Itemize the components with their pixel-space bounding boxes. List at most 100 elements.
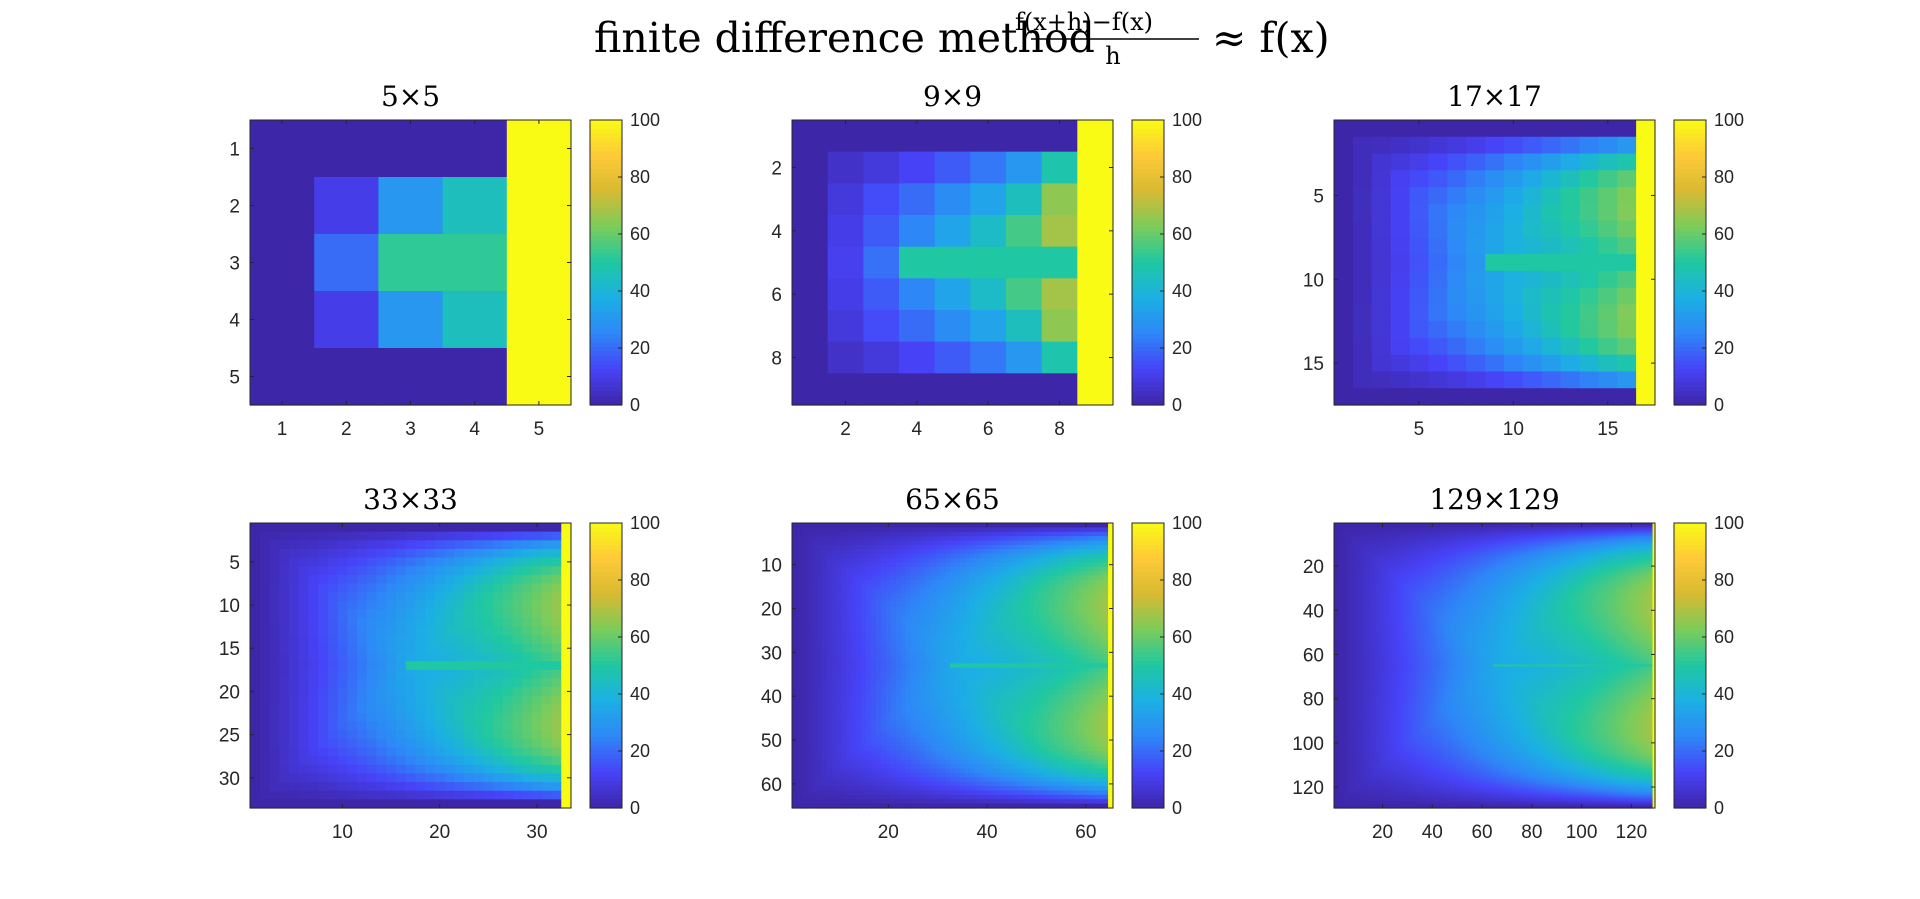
- heatmap-cell: [915, 623, 921, 629]
- heatmap-cell: [1004, 615, 1010, 621]
- heatmap-cell: [1068, 588, 1075, 594]
- heatmap-cell: [1093, 632, 1099, 638]
- heatmap-cell: [959, 571, 966, 577]
- heatmap-cell: [1033, 593, 1040, 599]
- heatmap-cell: [288, 782, 300, 792]
- heatmap-cell: [861, 536, 867, 542]
- heatmap-cell: [1068, 549, 1075, 555]
- heatmap-cell: [1043, 637, 1050, 642]
- heatmap-cell: [405, 609, 416, 619]
- heatmap-cell: [1617, 136, 1637, 155]
- heatmap-cell: [915, 637, 921, 642]
- heatmap-cell: [1014, 628, 1020, 634]
- heatmap-cell: [1541, 254, 1562, 272]
- heatmap-cell: [522, 695, 533, 705]
- heatmap-cell: [347, 713, 358, 723]
- heatmap-cell: [880, 553, 887, 559]
- colorbar-segment: [590, 311, 622, 317]
- heatmap-cell: [851, 571, 857, 577]
- heatmap-cell: [861, 685, 867, 691]
- heatmap-cell: [836, 553, 842, 559]
- heatmap-cell: [945, 689, 951, 695]
- heatmap-cell: [863, 278, 900, 311]
- heatmap-cell: [866, 676, 872, 682]
- heatmap-cell: [826, 601, 833, 607]
- heatmap-cell: [1485, 136, 1505, 155]
- heatmap-cell: [1088, 715, 1094, 721]
- heatmap-cell: [1409, 354, 1430, 373]
- heatmap-cell: [895, 645, 902, 651]
- heatmap-cell: [1033, 615, 1040, 621]
- heatmap-cell: [269, 730, 280, 740]
- heatmap-cell: [1038, 610, 1045, 616]
- heatmap-cell: [512, 721, 523, 731]
- heatmap-cell: [836, 606, 842, 612]
- heatmap-cell: [532, 574, 543, 585]
- heatmap-cell: [915, 544, 921, 550]
- heatmap-cell: [288, 738, 300, 749]
- heatmap-cell: [984, 531, 991, 537]
- heatmap-cell: [826, 702, 833, 708]
- heatmap-cell: [900, 553, 907, 559]
- heatmap-cell: [979, 711, 986, 717]
- heatmap-cell: [1447, 187, 1467, 205]
- heatmap-cell: [493, 600, 504, 610]
- heatmap-cell: [1093, 641, 1099, 647]
- heatmap-cell: [1108, 685, 1114, 691]
- heatmap-cell: [1033, 689, 1040, 695]
- heatmap-cell: [821, 724, 828, 730]
- heatmap-cell: [415, 782, 426, 792]
- heatmap-cell: [846, 641, 852, 647]
- heatmap-cell: [337, 773, 348, 783]
- heatmap-cell: [1063, 562, 1070, 568]
- colorbar-segment: [1674, 217, 1706, 224]
- heatmap-cell: [816, 540, 823, 546]
- heatmap-cell: [1063, 558, 1070, 564]
- heatmap-cell: [1053, 615, 1060, 621]
- heatmap-cell: [522, 583, 533, 593]
- heatmap-cell: [1014, 619, 1020, 625]
- heatmap-cell: [337, 799, 348, 809]
- heatmap-cell: [920, 720, 926, 726]
- heatmap-cell: [1093, 523, 1099, 528]
- heatmap-cell: [871, 606, 877, 612]
- heatmap-cell: [376, 661, 387, 671]
- heatmap-cell: [279, 669, 290, 680]
- heatmap-cell: [1068, 650, 1075, 656]
- heatmap-cell: [318, 652, 329, 662]
- heatmap-cell: [866, 628, 872, 634]
- heatmap-cell: [885, 575, 892, 581]
- heatmap-cell: [1077, 215, 1114, 248]
- heatmap-cell: [1371, 388, 1392, 406]
- heatmap-cell: [415, 721, 426, 731]
- heatmap-cell: [434, 756, 446, 766]
- heatmap-cell: [366, 790, 378, 800]
- heatmap-cell: [1098, 632, 1104, 638]
- heatmap-cell: [826, 597, 833, 603]
- heatmap-cell: [930, 531, 936, 537]
- heatmap-cell: [522, 635, 533, 645]
- heatmap-cell: [831, 623, 838, 629]
- heatmap-cell: [1088, 637, 1094, 642]
- heatmap-cell: [337, 557, 348, 567]
- heatmap-cell: [1024, 667, 1030, 673]
- heatmap-cell: [1390, 203, 1411, 222]
- heatmap-cell: [1088, 698, 1094, 704]
- heatmap-cell: [890, 698, 897, 704]
- heatmap-cell: [826, 536, 833, 542]
- heatmap-cell: [1428, 354, 1448, 373]
- heatmap-cell: [405, 799, 416, 809]
- heatmap-cell: [1103, 562, 1109, 568]
- heatmap-cell: [979, 601, 986, 607]
- heatmap-cell: [1043, 562, 1050, 568]
- heatmap-cell: [1019, 544, 1025, 550]
- colorbar-tick-label: 80: [630, 570, 650, 590]
- heatmap-cell: [1428, 220, 1448, 238]
- heatmap-cell: [920, 645, 926, 651]
- heatmap-cell: [444, 548, 455, 559]
- y-tick-label: 5: [229, 368, 240, 389]
- heatmap-cell: [806, 610, 813, 616]
- heatmap-cell: [1093, 637, 1099, 642]
- heatmap-cell: [1019, 523, 1025, 528]
- heatmap-cell: [386, 678, 397, 688]
